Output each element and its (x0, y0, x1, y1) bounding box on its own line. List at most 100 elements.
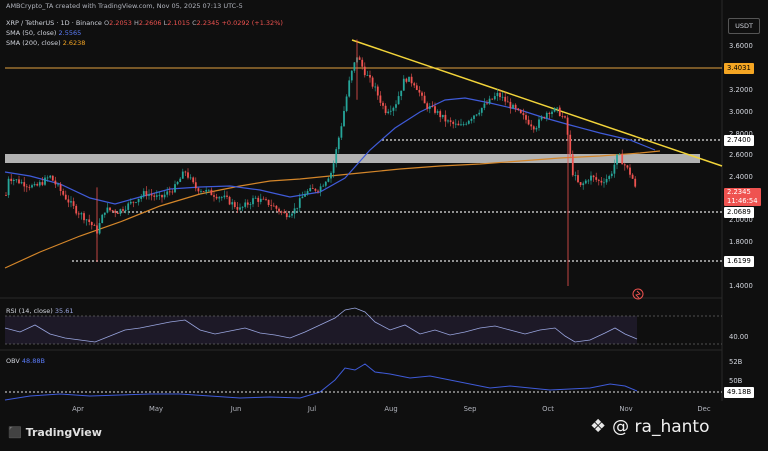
candle-body (163, 194, 166, 198)
candle-body (15, 179, 18, 181)
candle-body (83, 213, 85, 221)
candle-body (441, 114, 444, 118)
obv-level-tag: 49.18B (724, 387, 755, 398)
price-tick: 1.8000 (729, 238, 753, 246)
time-tick: May (148, 405, 164, 413)
candle-body (504, 96, 507, 102)
candle-body (538, 119, 540, 128)
time-tick: Oct (542, 405, 554, 413)
candle-body (571, 154, 574, 176)
candle-body (525, 115, 527, 120)
high-value: 2.2606 (138, 19, 162, 27)
candle-body (119, 209, 122, 214)
rsi-band (5, 316, 637, 344)
candle-body (345, 96, 348, 111)
candle-body (36, 184, 39, 186)
candle-body (358, 57, 361, 60)
candle-body (556, 107, 559, 109)
candle-body (150, 194, 153, 196)
level-price-tag: 2.7400 (724, 135, 754, 146)
candle-body (259, 198, 262, 202)
sma200-line (4, 150, 661, 269)
candle-body (23, 182, 26, 187)
candle-body (59, 184, 62, 191)
watermark-handle: @ ra_hanto (612, 416, 710, 437)
candle-body (361, 59, 364, 67)
candle-body (512, 104, 514, 109)
candle-body (49, 175, 52, 178)
candle-body (192, 177, 195, 183)
time-tick: Apr (72, 405, 84, 413)
candle-body (574, 175, 577, 176)
rsi-label: RSI (14, close) (6, 307, 53, 315)
candle-body (449, 120, 452, 122)
candle-body (483, 103, 486, 108)
candlestick-series (5, 39, 637, 286)
tradingview-logo[interactable]: ⬛ TradingView (8, 426, 102, 439)
candle-body (161, 194, 163, 198)
candle-body (265, 199, 267, 200)
candle-body (540, 117, 543, 120)
candle-body (18, 179, 20, 184)
candle-body (314, 188, 317, 191)
candle-body (7, 178, 10, 196)
time-tick: Nov (619, 405, 633, 413)
sma200-legend[interactable]: SMA (200, close) 2.6238 (6, 39, 85, 48)
candle-body (322, 185, 325, 187)
candle-body (257, 197, 260, 202)
candle-body (444, 114, 447, 122)
candle-body (623, 164, 626, 166)
price-tick: 3.2000 (729, 86, 753, 94)
candle-body (522, 113, 525, 116)
candle-body (423, 95, 426, 104)
candle-body (181, 171, 184, 179)
candle-body (389, 110, 392, 112)
candle-body (236, 206, 239, 210)
candle-body (597, 179, 600, 181)
candle-body (519, 109, 522, 114)
candle-body (405, 78, 408, 82)
candle-body (70, 201, 72, 203)
candle-body (335, 149, 338, 164)
candle-body (486, 103, 488, 105)
candle-body (530, 124, 533, 127)
candle-body (62, 190, 65, 195)
symbol-label[interactable]: XRP / TetherUS · 1D · Binance (6, 19, 102, 27)
rsi-legend[interactable]: RSI (14, close) 35.61 (6, 307, 74, 316)
candle-body (543, 117, 546, 119)
alert-bolt-icon (635, 290, 641, 299)
sma50-label: SMA (50, close) (6, 29, 57, 37)
candle-body (475, 114, 478, 116)
candle-body (288, 215, 291, 218)
alert-icon[interactable] (632, 288, 644, 300)
candle-body (491, 98, 494, 100)
currency-button[interactable]: USDT (728, 18, 760, 34)
candle-body (103, 212, 106, 215)
sma50-legend[interactable]: SMA (50, close) 2.5565 (6, 29, 81, 38)
sma50-line (4, 97, 656, 205)
candle-body (228, 196, 231, 205)
candle-body (548, 112, 551, 114)
candle-body (431, 106, 434, 107)
candle-body (324, 181, 327, 186)
last-price-tag: 2.2345 11:46:54 (724, 188, 761, 206)
candle-body (626, 165, 629, 168)
candle-body (158, 194, 161, 196)
obv-legend[interactable]: OBV 48.88B (6, 357, 45, 366)
close-value: 2.2345 (196, 19, 220, 27)
obv-line (4, 363, 638, 401)
candle-body (460, 124, 462, 126)
candle-body (629, 167, 631, 175)
candle-body (275, 205, 278, 209)
time-tick: Jul (307, 405, 317, 413)
time-tick: Jun (230, 405, 242, 413)
candle-body (488, 98, 491, 104)
candle-body (592, 175, 595, 178)
candle-body (304, 194, 306, 197)
candle-body (54, 180, 57, 185)
candle-body (551, 111, 553, 114)
candle-body (400, 90, 403, 97)
candle-body (501, 96, 504, 98)
